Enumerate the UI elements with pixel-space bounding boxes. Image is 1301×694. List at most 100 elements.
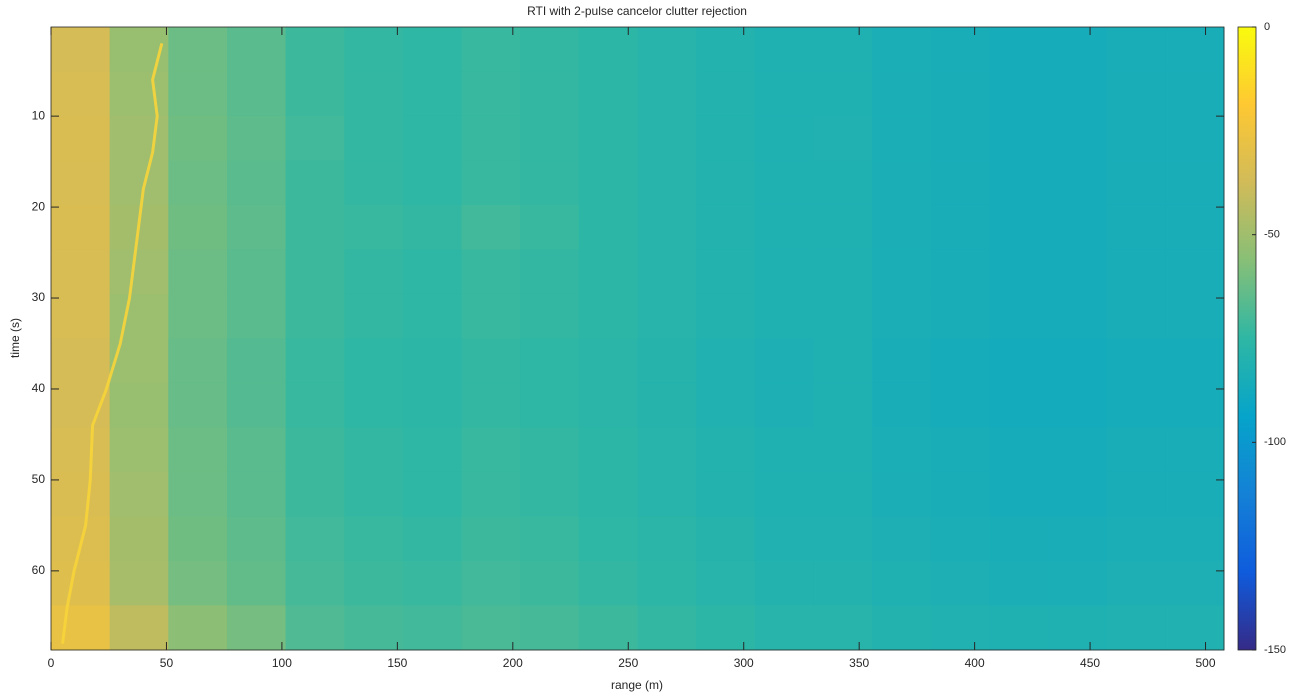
heat-cell bbox=[51, 115, 111, 161]
heat-cell bbox=[1106, 71, 1166, 117]
heat-cell bbox=[1048, 293, 1108, 339]
heat-cell bbox=[1165, 382, 1225, 428]
heat-cell bbox=[578, 71, 638, 117]
heat-cell bbox=[1165, 471, 1225, 517]
heat-cell bbox=[520, 338, 580, 384]
heat-cell bbox=[344, 382, 404, 428]
heat-cell bbox=[226, 605, 287, 651]
heat-cell bbox=[872, 382, 932, 428]
heat-cell bbox=[520, 605, 580, 651]
heat-cell bbox=[1106, 27, 1166, 73]
heat-cell bbox=[930, 427, 990, 473]
heat-cell bbox=[872, 427, 932, 473]
heat-cell bbox=[109, 471, 169, 517]
heat-cell bbox=[813, 338, 873, 384]
heat-cell bbox=[989, 160, 1049, 206]
heat-cell bbox=[813, 71, 873, 117]
heat-cell bbox=[930, 293, 990, 339]
y-tick-label: 40 bbox=[32, 381, 46, 395]
heat-cell bbox=[989, 382, 1049, 428]
heat-cell bbox=[402, 160, 463, 206]
heat-cell bbox=[344, 560, 404, 606]
heat-cell bbox=[872, 71, 932, 117]
heat-cell bbox=[285, 427, 345, 473]
heat-cell bbox=[578, 382, 638, 428]
heat-cell bbox=[168, 115, 228, 161]
heat-cell bbox=[1048, 382, 1108, 428]
heat-cell bbox=[930, 27, 990, 73]
heat-cell bbox=[637, 427, 697, 473]
heat-cell bbox=[1106, 338, 1166, 384]
heat-cell bbox=[402, 115, 463, 161]
heat-cell bbox=[1048, 427, 1108, 473]
heat-cell bbox=[696, 427, 756, 473]
heat-cell bbox=[461, 382, 521, 428]
heat-cell bbox=[989, 249, 1049, 295]
heat-cell bbox=[1106, 560, 1166, 606]
heat-cell bbox=[226, 160, 287, 206]
heat-cell bbox=[872, 115, 932, 161]
heat-cell bbox=[989, 71, 1049, 117]
heat-cell bbox=[520, 293, 580, 339]
heat-cell bbox=[461, 115, 521, 161]
heat-cell bbox=[637, 338, 697, 384]
y-tick-label: 30 bbox=[32, 290, 46, 304]
heat-cell bbox=[285, 293, 345, 339]
x-tick-label: 50 bbox=[160, 656, 174, 670]
heat-cell bbox=[813, 160, 873, 206]
target-track bbox=[61, 43, 164, 644]
heat-cell bbox=[930, 71, 990, 117]
heat-cell bbox=[461, 249, 521, 295]
heat-cell bbox=[1048, 605, 1108, 651]
heat-cell bbox=[1048, 516, 1108, 562]
heat-cell bbox=[637, 115, 697, 161]
heat-cell bbox=[285, 605, 345, 651]
heat-cell bbox=[285, 115, 345, 161]
heat-cell bbox=[872, 27, 932, 73]
heat-cell bbox=[168, 471, 228, 517]
heat-cell bbox=[226, 516, 287, 562]
heat-cell bbox=[696, 382, 756, 428]
heat-cell bbox=[461, 516, 521, 562]
heat-cell bbox=[930, 115, 990, 161]
heat-cell bbox=[1048, 249, 1108, 295]
heat-cell bbox=[637, 160, 697, 206]
heat-cell bbox=[813, 115, 873, 161]
heat-cell bbox=[930, 204, 990, 250]
heat-cell bbox=[813, 249, 873, 295]
heat-cell bbox=[754, 516, 814, 562]
heat-cell bbox=[1165, 338, 1225, 384]
heat-cell bbox=[402, 427, 463, 473]
heat-cell bbox=[402, 249, 463, 295]
heat-cell bbox=[226, 382, 287, 428]
heat-cell bbox=[461, 27, 521, 73]
heat-cell bbox=[51, 249, 111, 295]
heat-cell bbox=[872, 204, 932, 250]
heat-cell bbox=[696, 160, 756, 206]
heat-cell bbox=[520, 115, 580, 161]
heat-cell bbox=[285, 249, 345, 295]
heat-cell bbox=[344, 293, 404, 339]
heat-cell bbox=[1048, 338, 1108, 384]
heat-cell bbox=[754, 249, 814, 295]
heat-cell bbox=[1165, 293, 1225, 339]
heat-cell bbox=[1106, 204, 1166, 250]
heat-cell bbox=[520, 560, 580, 606]
heat-cell bbox=[109, 427, 169, 473]
heat-cell bbox=[168, 160, 228, 206]
heat-cell bbox=[344, 471, 404, 517]
heat-cell bbox=[51, 560, 111, 606]
heat-cell bbox=[344, 516, 404, 562]
heat-cell bbox=[402, 338, 463, 384]
heat-cell bbox=[872, 605, 932, 651]
heat-cell bbox=[872, 560, 932, 606]
heat-cell bbox=[813, 471, 873, 517]
heat-cell bbox=[930, 516, 990, 562]
x-tick-label: 200 bbox=[503, 656, 523, 670]
colorbar-tick-label: 0 bbox=[1264, 21, 1270, 33]
heat-cell bbox=[168, 249, 228, 295]
heat-cell bbox=[285, 382, 345, 428]
heat-cell bbox=[168, 293, 228, 339]
heat-cell bbox=[637, 471, 697, 517]
heat-cell bbox=[637, 71, 697, 117]
